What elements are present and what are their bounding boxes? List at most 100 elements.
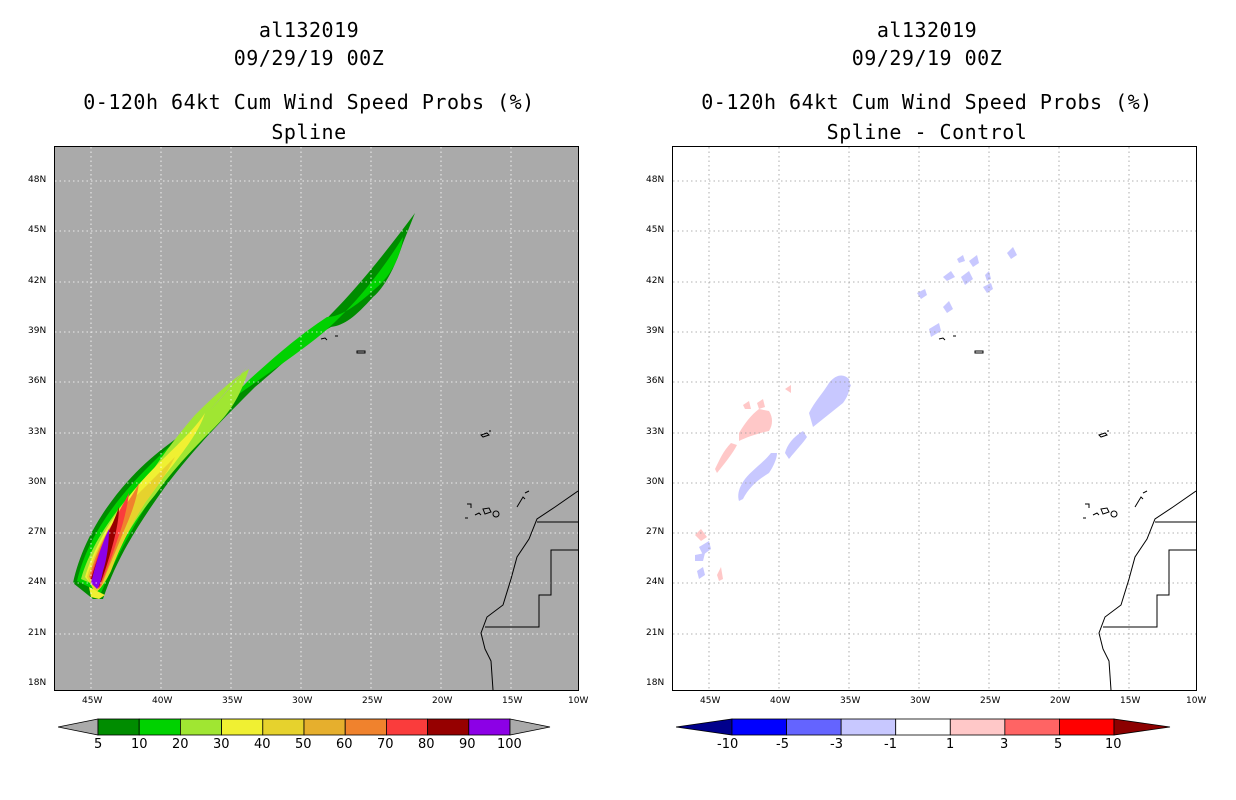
- lat-label: 33N: [28, 427, 47, 437]
- colorbar-high-extend: [1113, 718, 1171, 736]
- lat-label: 30N: [646, 477, 665, 487]
- lat-label: 33N: [646, 427, 665, 437]
- madeira-islands: [1098, 430, 1109, 438]
- lat-label: 27N: [646, 527, 665, 537]
- colorbar-label: -1: [884, 737, 897, 752]
- subtitle: Spline - Control: [826, 120, 1028, 144]
- lat-label: 36N: [28, 376, 47, 386]
- colorbar-label: 30: [213, 737, 230, 752]
- colorbar-box: [180, 718, 223, 736]
- storm-id-title: al132019: [876, 18, 978, 42]
- lon-label: 10W: [1186, 696, 1207, 706]
- colorbar-label: 20: [172, 737, 189, 752]
- lon-label: 15W: [502, 696, 523, 706]
- lon-label: 45W: [82, 696, 103, 706]
- colorbar-boxes: [97, 718, 511, 736]
- colorbar-label: 40: [254, 737, 271, 752]
- lon-label: 40W: [152, 696, 173, 706]
- colorbar-box: [385, 718, 428, 736]
- lat-label: 45N: [28, 225, 47, 235]
- lat-label: 24N: [646, 577, 665, 587]
- subtitle: Spline: [271, 120, 347, 144]
- difference-colorbar: [676, 718, 1171, 736]
- colorbar-box: [344, 718, 387, 736]
- azores-islands: [320, 335, 366, 354]
- colorbar-label: -5: [776, 737, 789, 752]
- coastlines: [938, 335, 1196, 690]
- canary-islands: [465, 490, 530, 519]
- lat-label: 18N: [28, 678, 47, 688]
- colorbar-label: 5: [94, 737, 103, 752]
- azores-islands: [938, 335, 984, 354]
- colorbar-label: 60: [336, 737, 353, 752]
- coastlines: [320, 335, 578, 690]
- canary-islands: [1083, 490, 1148, 519]
- colorbar-label: 50: [295, 737, 312, 752]
- lat-label: 36N: [646, 376, 665, 386]
- lat-label: 39N: [28, 326, 47, 336]
- grid-lines: [673, 147, 1196, 690]
- colorbar-high-extend: [509, 718, 551, 736]
- colorbar-label: 80: [418, 737, 435, 752]
- lon-label: 35W: [222, 696, 243, 706]
- lon-label: 45W: [700, 696, 721, 706]
- colorbar-box: [786, 718, 842, 736]
- lat-label: 42N: [646, 276, 665, 286]
- contour-10: [77, 237, 403, 593]
- lon-label: 35W: [840, 696, 861, 706]
- date-title: 09/29/19 00Z: [233, 46, 385, 70]
- product-title: 0-120h 64kt Cum Wind Speed Probs (%): [83, 90, 535, 114]
- lon-label: 40W: [770, 696, 791, 706]
- colorbar-box: [1059, 718, 1115, 736]
- lat-label: 24N: [28, 577, 47, 587]
- colorbar-label: 70: [377, 737, 394, 752]
- colorbar-label: 90: [459, 737, 476, 752]
- product-title: 0-120h 64kt Cum Wind Speed Probs (%): [701, 90, 1153, 114]
- colorbar-box: [468, 718, 511, 736]
- colorbar-label: 10: [1105, 737, 1122, 752]
- contour-edge: [89, 587, 105, 599]
- africa-coast: [480, 490, 578, 690]
- lat-label: 18N: [646, 678, 665, 688]
- colorbar-label: -3: [830, 737, 843, 752]
- madeira-islands: [480, 430, 491, 438]
- lon-label: 20W: [1050, 696, 1071, 706]
- colorbar-box: [427, 718, 470, 736]
- difference-map: [672, 146, 1197, 691]
- lat-label: 48N: [28, 175, 47, 185]
- probability-colorbar: [58, 718, 551, 736]
- colorbar-label: 1: [946, 737, 955, 752]
- colorbar-box: [303, 718, 346, 736]
- contour-90: [91, 529, 109, 589]
- colorbar-box: [221, 718, 264, 736]
- lat-label: 48N: [646, 175, 665, 185]
- left-panel: al132019 09/29/19 00Z 0-120h 64kt Cum Wi…: [28, 18, 589, 752]
- lon-label: 30W: [910, 696, 931, 706]
- lat-label: 30N: [28, 477, 47, 487]
- lon-label: 10W: [568, 696, 589, 706]
- border-lines: [485, 521, 578, 628]
- colorbar-box: [97, 718, 140, 736]
- colorbar-box: [840, 718, 897, 736]
- colorbar-low-extend: [676, 718, 733, 736]
- border-lines: [1103, 521, 1196, 628]
- positive-difference-areas: [695, 385, 791, 581]
- lon-label: 25W: [362, 696, 383, 706]
- lat-label: 39N: [646, 326, 665, 336]
- colorbar-label: 3: [1000, 737, 1009, 752]
- colorbar-label: 5: [1054, 737, 1063, 752]
- lat-label: 21N: [646, 628, 665, 638]
- colorbar-box: [895, 718, 951, 736]
- colorbar-box: [138, 718, 181, 736]
- lat-label: 45N: [646, 225, 665, 235]
- right-panel: al132019 09/29/19 00Z 0-120h 64kt Cum Wi…: [618, 0, 1236, 800]
- colorbar-boxes: [731, 718, 1115, 736]
- lon-label: 15W: [1120, 696, 1141, 706]
- lon-label: 20W: [432, 696, 453, 706]
- lat-label: 21N: [28, 628, 47, 638]
- africa-coast: [1098, 490, 1196, 690]
- difference-map-canvas: [673, 147, 1196, 690]
- probability-map-canvas: [55, 147, 578, 690]
- lat-label: 42N: [28, 276, 47, 286]
- colorbar-label: 10: [131, 737, 148, 752]
